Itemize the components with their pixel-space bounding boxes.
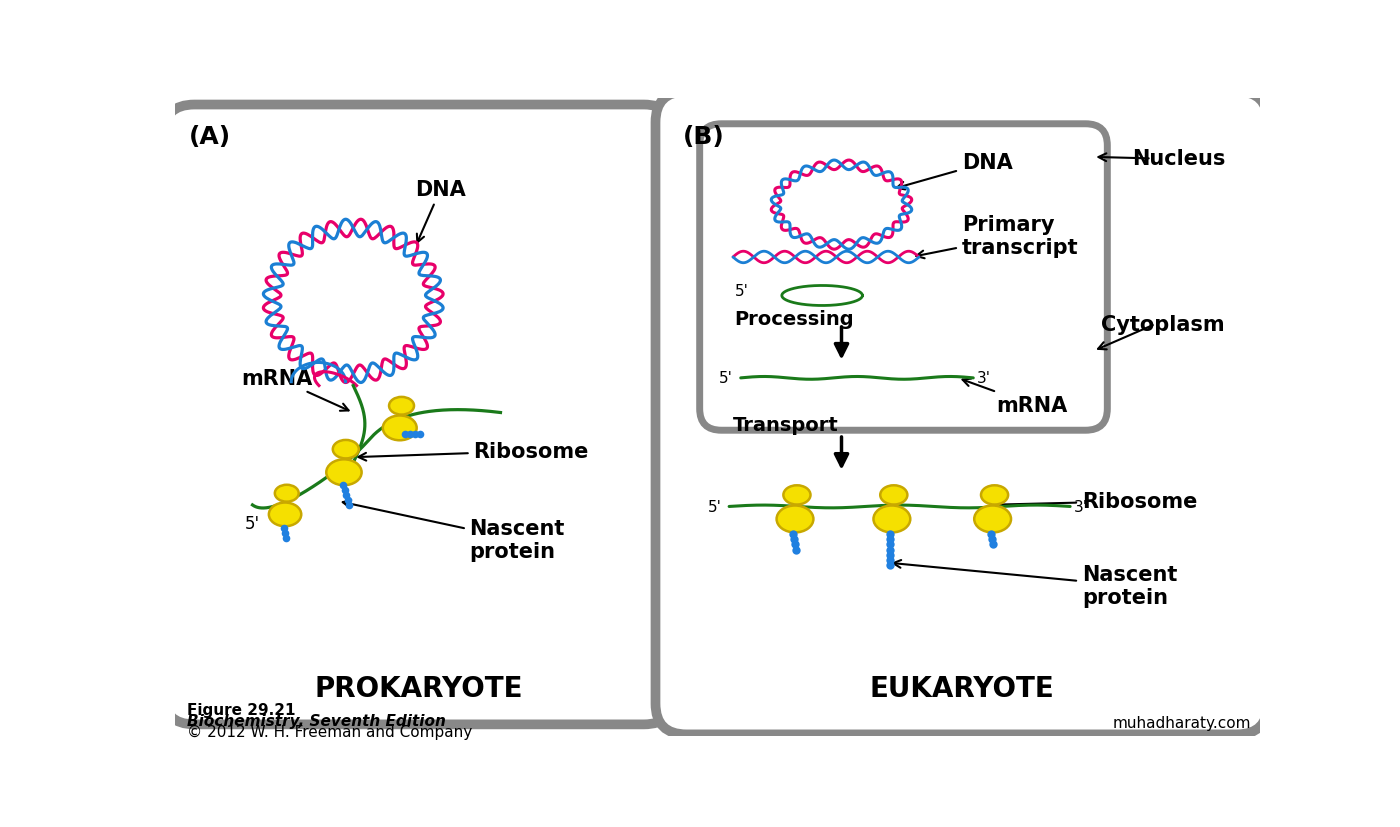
Text: Primary
transcript: Primary transcript — [916, 214, 1078, 259]
FancyBboxPatch shape — [700, 125, 1107, 431]
Text: PROKARYOTE: PROKARYOTE — [315, 674, 524, 702]
Text: DNA: DNA — [416, 180, 466, 243]
Ellipse shape — [874, 506, 910, 533]
Text: 5': 5' — [735, 284, 749, 299]
Text: Biochemistry, Seventh Edition: Biochemistry, Seventh Edition — [186, 713, 445, 728]
Text: Ribosome: Ribosome — [990, 491, 1197, 511]
Ellipse shape — [777, 506, 813, 533]
Ellipse shape — [881, 485, 907, 505]
Ellipse shape — [382, 416, 417, 441]
Ellipse shape — [269, 503, 301, 527]
Ellipse shape — [389, 398, 414, 415]
Text: Cytoplasm: Cytoplasm — [1102, 314, 1225, 335]
Text: 5': 5' — [720, 371, 734, 386]
FancyBboxPatch shape — [655, 93, 1268, 734]
Ellipse shape — [274, 485, 298, 502]
Text: (B): (B) — [683, 125, 724, 149]
Text: Processing: Processing — [735, 309, 854, 328]
Text: DNA: DNA — [897, 153, 1012, 190]
Text: Nucleus: Nucleus — [1131, 149, 1225, 170]
Text: © 2012 W. H. Freeman and Company: © 2012 W. H. Freeman and Company — [186, 724, 472, 739]
Text: Ribosome: Ribosome — [358, 442, 589, 461]
Ellipse shape — [326, 460, 361, 485]
Ellipse shape — [784, 485, 811, 505]
Text: muhadharaty.com: muhadharaty.com — [1112, 715, 1250, 730]
Text: 5': 5' — [245, 514, 260, 533]
Text: Figure 29.21: Figure 29.21 — [186, 702, 295, 717]
Text: Transport: Transport — [734, 415, 839, 434]
Text: EUKARYOTE: EUKARYOTE — [869, 674, 1054, 702]
Text: Nascent
protein: Nascent protein — [893, 561, 1177, 608]
Text: mRNA: mRNA — [963, 379, 1068, 415]
Ellipse shape — [981, 485, 1008, 505]
Ellipse shape — [333, 441, 358, 459]
Text: 5': 5' — [707, 500, 721, 514]
Text: mRNA: mRNA — [241, 368, 349, 411]
Text: Nascent
protein: Nascent protein — [343, 500, 564, 562]
Text: 3': 3' — [1074, 500, 1088, 514]
Text: 3': 3' — [977, 371, 991, 386]
Ellipse shape — [974, 506, 1011, 533]
FancyBboxPatch shape — [164, 105, 675, 724]
Text: (A): (A) — [189, 125, 231, 149]
